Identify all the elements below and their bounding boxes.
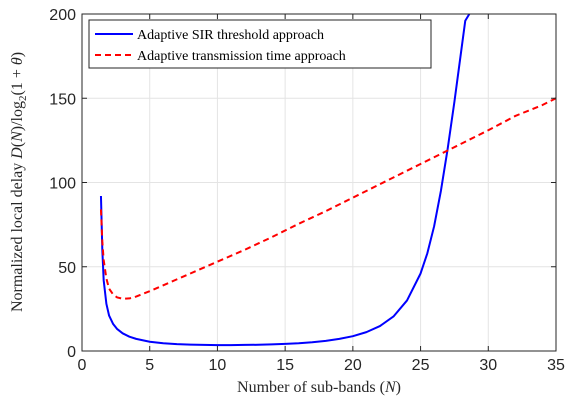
x-tick-label: 20	[344, 357, 362, 374]
y-tick-label: 50	[58, 260, 76, 277]
legend-box	[88, 19, 432, 69]
x-tick-label: 5	[145, 357, 154, 374]
x-axis-label: Number of sub-bands (N)	[237, 379, 401, 396]
y-tick-label: 0	[67, 344, 76, 361]
axis-ticks: 0 5 10 15 20 25 30 35 0 50 100 150 200	[49, 7, 565, 374]
y-tick-label: 150	[49, 91, 76, 108]
series-line-1	[99, 14, 471, 347]
x-tick-label: 10	[209, 357, 227, 374]
y-tick-label: 100	[49, 176, 76, 193]
legend-label-1: Adaptive SIR threshold approach	[137, 28, 324, 43]
y-tick-label: 200	[49, 7, 76, 24]
legend: Adaptive SIR threshold approach Adaptive …	[88, 19, 432, 69]
y-axis-label: Normalized local delay D(N)/log2(1 + θ)	[9, 52, 29, 312]
series-line-2	[99, 97, 556, 300]
x-tick-label: 0	[78, 357, 87, 374]
legend-label-2: Adaptive transmission time approach	[137, 49, 346, 64]
series-layer	[99, 14, 556, 347]
x-tick-label: 30	[479, 357, 497, 374]
x-tick-label: 35	[547, 357, 565, 374]
x-tick-label: 25	[412, 357, 430, 374]
x-tick-label: 15	[276, 357, 294, 374]
